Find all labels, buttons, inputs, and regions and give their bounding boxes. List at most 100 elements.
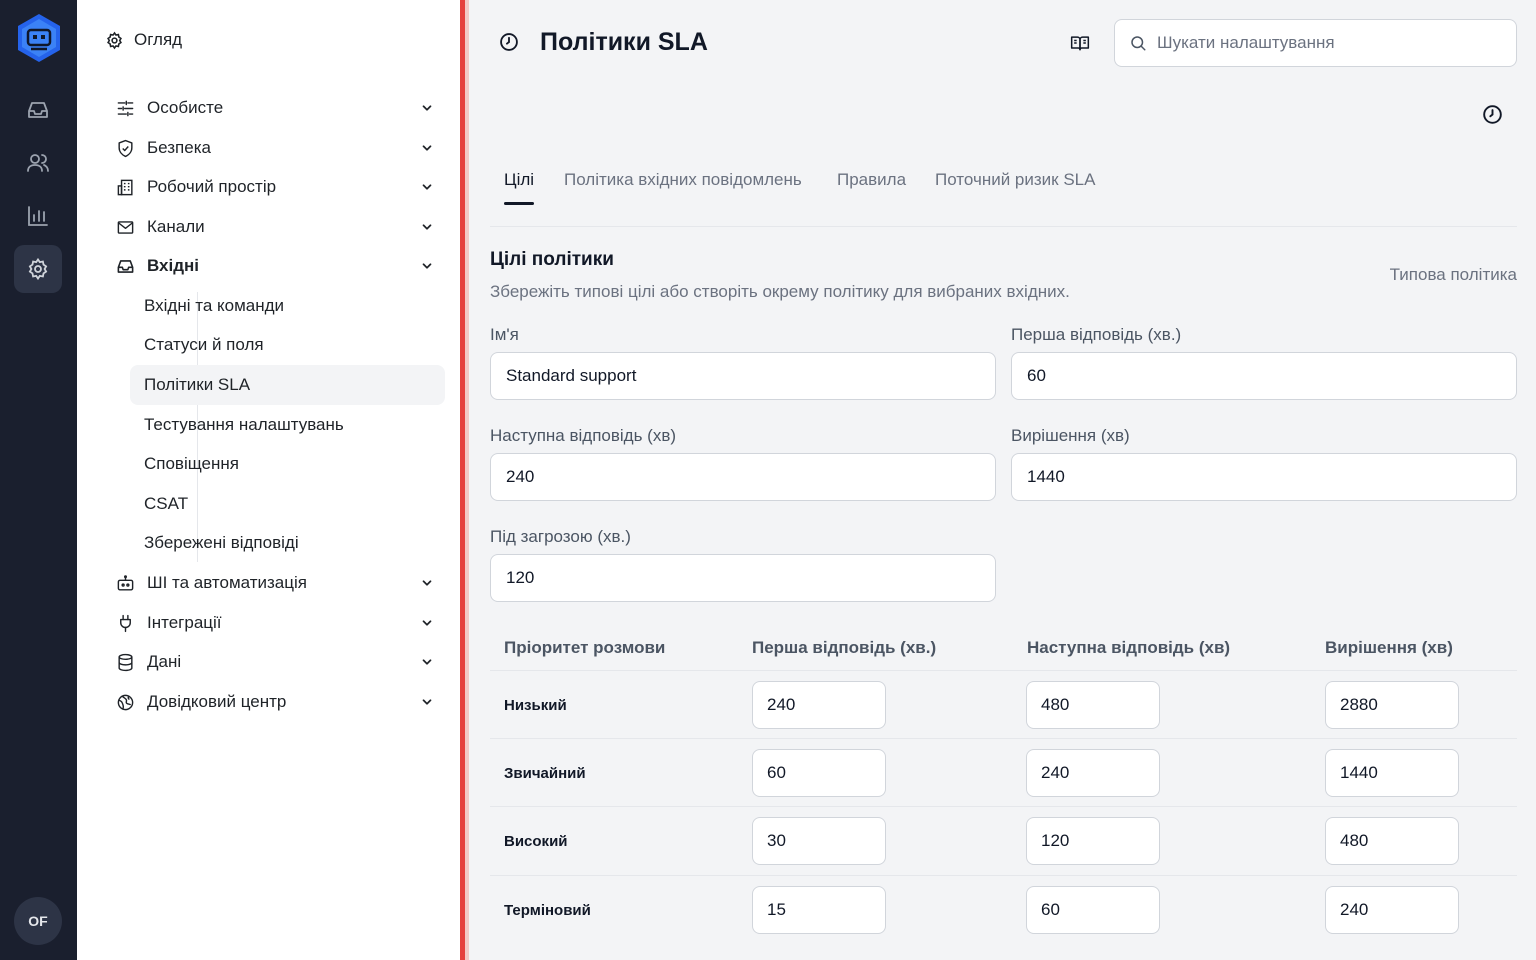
table-header-next-response: Наступна відповідь (хв) [1027,638,1231,657]
book-open-icon[interactable] [1070,33,1090,58]
nav-section-security[interactable]: Безпека [115,134,435,162]
table-row: Терміновий 15 60 240 [490,876,1517,944]
next-response-input[interactable]: 120 [1026,817,1160,865]
search-icon [1131,36,1146,51]
table-divider [490,806,1517,807]
tab-current-sla-risk[interactable]: Поточний ризик SLA [935,170,1096,189]
resolution-input[interactable]: 240 [1325,886,1459,934]
inbox-icon[interactable] [14,86,62,134]
next-response-input[interactable]: 240 [1026,749,1160,797]
building-icon [115,177,135,197]
table-divider [490,875,1517,876]
clock-icon [499,32,519,57]
at-risk-label: Під загрозою (хв.) [490,527,631,546]
bot-icon [115,573,135,593]
chevron-down-icon [419,258,435,274]
name-label: Ім'я [490,325,519,344]
sub-nav-inboxes-teams[interactable]: Вхідні та команди [144,296,285,315]
sidebar-resize-handle[interactable] [460,0,465,960]
sub-nav-notifications[interactable]: Сповіщення [144,454,239,473]
chevron-down-icon [419,654,435,670]
inbox-icon [115,256,135,276]
resolution-input[interactable]: 2880 [1325,681,1459,729]
first-response-input[interactable]: 15 [752,886,886,934]
table-header-first-response: Перша відповідь (хв.) [752,638,937,657]
page-title: Політики SLA [540,28,708,56]
chevron-down-icon [419,140,435,156]
table-row: Високий 30 120 480 [490,807,1517,875]
settings-search[interactable] [1114,19,1517,67]
nav-overview-label: Огляд [134,30,183,49]
chevron-down-icon [419,575,435,591]
plug-icon [115,613,135,633]
next-response-input[interactable]: 480 [1026,681,1160,729]
table-header-resolution: Вирішення (хв) [1325,638,1453,657]
priority-name: Терміновий [504,901,591,919]
chevron-down-icon [419,100,435,116]
next-response-label: Наступна відповідь (хв) [490,426,677,445]
first-response-input[interactable]: 60 [752,749,886,797]
sub-nav-sla-policies[interactable]: Політики SLA [130,365,445,405]
resolution-input[interactable]: 480 [1325,817,1459,865]
resolution-field[interactable]: 1440 [1011,453,1517,501]
tab-rules[interactable]: Правила [837,170,907,189]
shield-check-icon [115,138,135,158]
priority-name: Звичайний [504,764,586,782]
nav-section-personal[interactable]: Особисте [115,94,435,122]
nav-section-data[interactable]: Дані [115,648,435,676]
section-title: Цілі політики [490,249,614,270]
next-response-input[interactable]: 60 [1026,886,1160,934]
nav-section-integrations[interactable]: Інтеграції [115,609,435,637]
user-avatar[interactable]: OF [14,897,62,945]
table-row: Низький 240 480 2880 [490,671,1517,739]
sub-nav-guide [197,292,198,562]
gear-icon [107,31,122,49]
nav-overview[interactable]: Огляд [105,27,182,53]
sub-nav-testing[interactable]: Тестування налаштувань [144,415,344,434]
nav-section-help-center[interactable]: Довідковий центр [115,688,435,716]
table-row: Звичайний 60 240 1440 [490,739,1517,807]
settings-icon[interactable] [14,245,62,293]
priority-name: Низький [504,696,567,714]
chevron-down-icon [419,179,435,195]
chevron-down-icon [419,615,435,631]
first-response-input[interactable]: 240 [752,681,886,729]
name-field[interactable]: Standard support [490,352,996,400]
main-content: Політики SLA Цілі Політика вхідних повід… [469,0,1536,960]
section-description: Збережіть типові цілі або створіть окрем… [490,282,1070,301]
nav-section-channels[interactable]: Канали [115,213,435,241]
first-response-label: Перша відповідь (хв.) [1011,325,1182,344]
chevron-down-icon [419,219,435,235]
settings-sidebar: Огляд Особисте Безпека Робочий простір К… [77,0,461,960]
search-input[interactable] [1157,33,1497,53]
at-risk-field[interactable]: 120 [490,554,996,602]
globe-icon [115,692,135,712]
first-response-field[interactable]: 60 [1011,352,1517,400]
first-response-input[interactable]: 30 [752,817,886,865]
sub-nav-saved-replies[interactable]: Збережені відповіді [144,533,299,552]
chevron-down-icon [419,694,435,710]
sidebar-divider-shadow [465,0,469,960]
resolution-label: Вирішення (хв) [1011,426,1130,445]
app-rail: OF [0,0,77,960]
mail-icon [115,217,135,237]
next-response-field[interactable]: 240 [490,453,996,501]
table-divider [490,670,1517,671]
history-icon[interactable] [1482,104,1503,130]
database-icon [115,652,135,672]
users-icon[interactable] [14,139,62,187]
tab-targets[interactable]: Цілі [504,170,535,206]
app-logo-icon[interactable] [16,13,62,63]
bar-chart-icon[interactable] [14,192,62,240]
nav-section-workspace[interactable]: Робочий простір [115,173,435,201]
resolution-input[interactable]: 1440 [1325,749,1459,797]
nav-section-inbox[interactable]: Вхідні [115,252,435,280]
sub-nav-statuses-fields[interactable]: Статуси й поля [144,335,264,354]
sliders-icon [115,98,135,118]
tab-inbox-policy[interactable]: Політика вхідних повідомлень [564,170,802,189]
default-policy-label: Типова політика [1389,265,1517,284]
sub-nav-csat[interactable]: CSAT [144,494,189,513]
table-header-priority: Пріоритет розмови [504,638,666,657]
table-divider [490,738,1517,739]
nav-section-ai-automation[interactable]: ШІ та автоматизація [115,569,435,597]
